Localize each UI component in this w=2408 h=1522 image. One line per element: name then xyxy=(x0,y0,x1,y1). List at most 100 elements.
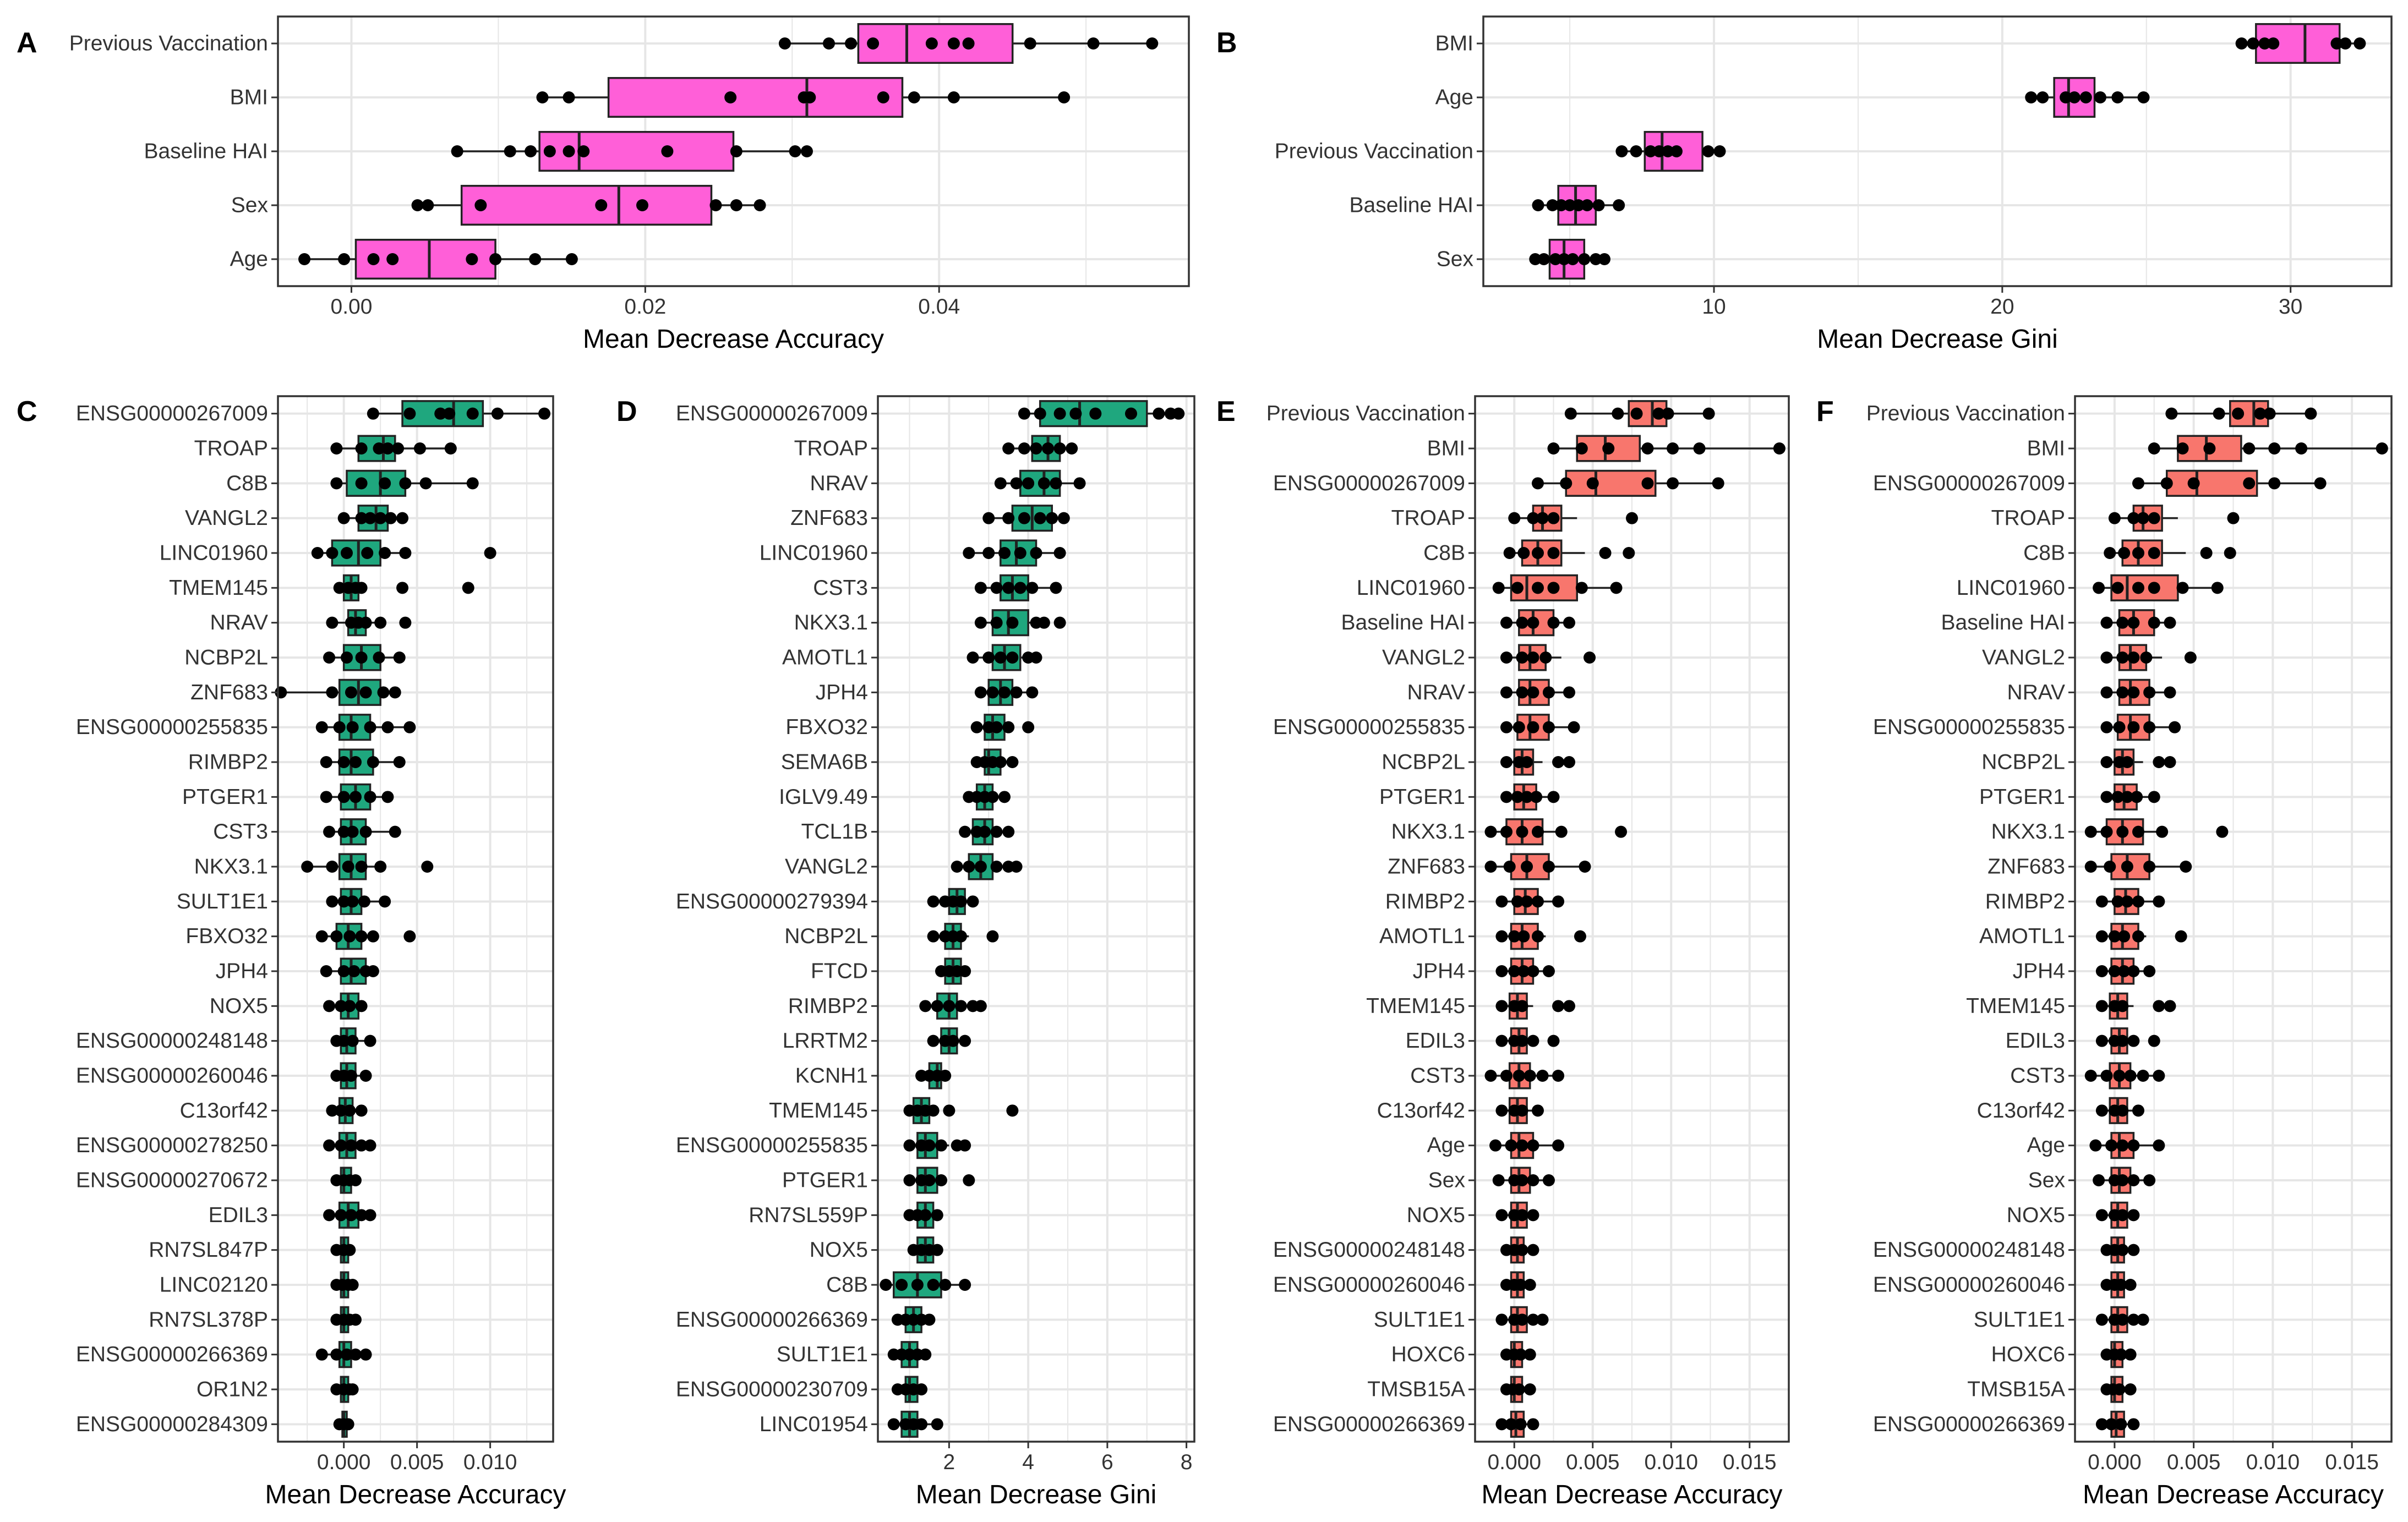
y-tick-label: VANGL2 xyxy=(1982,646,2065,670)
data-point xyxy=(2148,616,2160,629)
box-row xyxy=(301,853,434,880)
data-point xyxy=(1590,253,1602,265)
data-point xyxy=(2169,721,2181,733)
data-point xyxy=(1514,1279,1527,1291)
y-tick-label: ENSG00000270672 xyxy=(76,1169,268,1192)
data-point xyxy=(2104,861,2116,873)
box-row xyxy=(903,1097,1019,1124)
data-point xyxy=(1702,145,1714,157)
data-point xyxy=(2121,756,2133,768)
data-point xyxy=(730,145,742,157)
data-point xyxy=(1058,91,1071,103)
data-point xyxy=(2213,407,2225,420)
data-point xyxy=(1505,1139,1517,1152)
box-row xyxy=(880,1271,971,1299)
data-point xyxy=(1066,442,1078,455)
data-point xyxy=(386,253,399,265)
box-row xyxy=(963,783,1011,811)
y-tick-label: FTCD xyxy=(811,960,868,983)
y-tick-label: NRAV xyxy=(1407,681,1465,704)
data-point xyxy=(374,861,387,873)
data-point xyxy=(1536,1313,1549,1326)
box-row xyxy=(974,678,1039,706)
data-point xyxy=(2127,1313,2140,1326)
data-point xyxy=(326,616,338,629)
y-tick-label: HOXC6 xyxy=(1991,1343,2065,1366)
data-point xyxy=(1563,1000,1575,1012)
data-point xyxy=(1536,1070,1549,1082)
y-tick-label: TMEM145 xyxy=(169,576,268,600)
data-point xyxy=(2137,1070,2149,1082)
data-point xyxy=(2124,1348,2137,1361)
data-point xyxy=(451,145,463,157)
box-row xyxy=(323,992,368,1020)
data-point xyxy=(990,825,1003,838)
data-point xyxy=(2093,1174,2105,1186)
data-point xyxy=(337,791,350,803)
data-point xyxy=(1516,1244,1528,1256)
data-point xyxy=(1010,686,1023,699)
y-tick-label: RIMBP2 xyxy=(1385,890,1465,913)
data-point xyxy=(1575,442,1588,455)
data-point xyxy=(2243,477,2256,490)
x-tick-label: 8 xyxy=(1181,1450,1193,1474)
data-point xyxy=(1581,199,1593,211)
data-point xyxy=(880,1279,892,1291)
data-point xyxy=(349,1313,362,1326)
data-point xyxy=(525,145,537,157)
data-point xyxy=(1568,721,1580,733)
data-point xyxy=(2148,1034,2160,1047)
box-row xyxy=(2095,992,2176,1020)
data-point xyxy=(326,686,338,699)
box-row xyxy=(1508,505,1638,532)
y-tick-label: EDIL3 xyxy=(2006,1029,2065,1053)
data-point xyxy=(413,442,426,455)
data-point xyxy=(1653,145,1666,157)
box-row xyxy=(970,748,1019,776)
box-row xyxy=(1500,609,1575,637)
box-row xyxy=(323,818,401,846)
data-point xyxy=(2127,965,2140,977)
data-point xyxy=(1495,1209,1508,1222)
data-point xyxy=(974,686,987,699)
data-point xyxy=(962,37,975,50)
box-row xyxy=(2100,609,2176,637)
box-row xyxy=(1615,130,1726,172)
data-point xyxy=(2084,1070,2097,1082)
box-row xyxy=(1500,783,1560,811)
data-point xyxy=(919,1209,932,1222)
data-point xyxy=(504,145,516,157)
data-point xyxy=(1484,825,1497,838)
data-point xyxy=(925,37,938,50)
data-point xyxy=(1652,407,1665,420)
data-point xyxy=(2263,407,2276,420)
data-point xyxy=(2180,861,2192,873)
data-point xyxy=(1524,1383,1536,1395)
y-tick-label: LRRTM2 xyxy=(783,1029,868,1053)
data-point xyxy=(422,199,434,211)
data-point xyxy=(2131,791,2143,803)
data-point xyxy=(951,861,963,873)
data-point xyxy=(1057,512,1070,524)
data-point xyxy=(2127,1034,2140,1047)
data-point xyxy=(935,1139,947,1152)
box-row xyxy=(1495,888,1565,915)
data-point xyxy=(326,547,338,559)
data-point xyxy=(994,477,1007,490)
data-point xyxy=(1542,965,1555,977)
y-tick-label: ENSG00000266369 xyxy=(676,1308,868,1332)
data-point xyxy=(2108,930,2121,943)
y-tick-label: ENSG00000266369 xyxy=(76,1343,268,1366)
data-point xyxy=(1002,582,1015,594)
data-point xyxy=(2137,91,2150,103)
box-row xyxy=(2165,400,2317,428)
y-tick-label: KCNH1 xyxy=(795,1064,868,1088)
data-point xyxy=(2164,686,2176,699)
y-tick-label: C13orf42 xyxy=(1377,1099,1465,1123)
data-point xyxy=(1172,407,1185,420)
data-point xyxy=(298,253,311,265)
data-point xyxy=(403,721,416,733)
data-point xyxy=(1615,825,1628,838)
box-row xyxy=(1484,1062,1565,1090)
data-point xyxy=(1521,861,1533,873)
